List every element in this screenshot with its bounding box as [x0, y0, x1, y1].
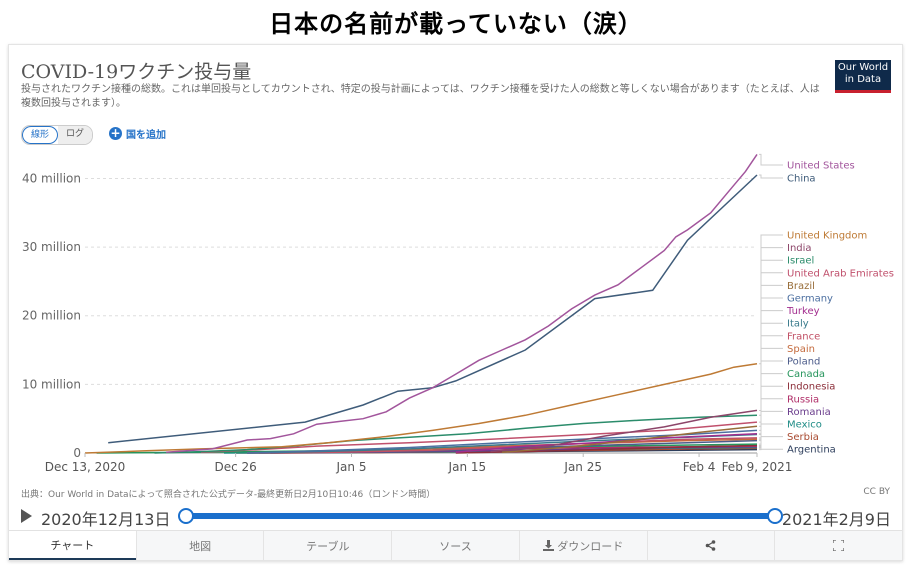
legend-label: United Arab Emirates	[787, 268, 894, 279]
download-icon	[543, 540, 555, 551]
legend-label: United States	[787, 161, 855, 172]
plus-circle-icon: +	[109, 126, 122, 140]
x-tick-label: Jan 15	[448, 460, 487, 474]
y-tick-label: 0	[73, 446, 81, 460]
add-country-label: 国を追加	[126, 130, 166, 141]
legend-label: Indonesia	[787, 382, 835, 393]
legend-label: Russia	[787, 394, 819, 405]
x-tick-label: Dec 26	[214, 460, 256, 474]
logo-line1: Our World	[837, 62, 889, 73]
log-scale-button[interactable]: ログ	[58, 126, 93, 144]
tab-table[interactable]: テーブル	[263, 531, 392, 560]
legend-connector	[759, 259, 783, 416]
timeline-track[interactable]	[184, 513, 773, 519]
legend-label: Serbia	[787, 432, 819, 443]
x-tick-label: Dec 13, 2020	[45, 460, 125, 474]
legend-label: Brazil	[787, 281, 815, 292]
legend-label: Israel	[787, 256, 814, 267]
legend-label: Mexico	[787, 420, 822, 431]
timeline-start-handle[interactable]	[178, 508, 194, 524]
tab-label: ソース	[439, 539, 472, 553]
chart-card: COVID-19ワクチン投与量 投与されたワクチン接種の総数。これは単回投与とし…	[8, 44, 903, 561]
owid-logo[interactable]: Our World in Data	[835, 60, 891, 93]
series-line-israel	[154, 414, 758, 454]
tab-sources[interactable]: ソース	[391, 531, 519, 560]
legend-connector	[759, 284, 783, 427]
scale-toggle: 線形 ログ	[21, 125, 94, 145]
tab-bar: チャート 地図 テーブル ソース ダウンロード	[9, 530, 903, 560]
tab-share[interactable]	[646, 531, 775, 560]
chart-subtitle: 投与されたワクチン接種の総数。これは単回投与としてカウントされ、特定の投与計画に…	[21, 84, 820, 109]
legend-label: Turkey	[786, 306, 820, 317]
legend-label: United Kingdom	[787, 231, 867, 242]
legend-connector	[759, 347, 783, 440]
series-line-united-arab-emirates	[200, 421, 758, 454]
legend-connector	[759, 398, 783, 447]
tab-label: 地図	[189, 539, 212, 553]
tab-chart[interactable]: チャート	[9, 531, 136, 560]
legend-label: India	[787, 243, 812, 254]
series-line-china	[108, 174, 758, 444]
chart-title: COVID-19ワクチン投与量	[21, 61, 252, 83]
series-line-brazil	[502, 425, 758, 454]
share-icon	[706, 540, 716, 551]
tab-fullscreen[interactable]	[774, 531, 903, 560]
play-icon[interactable]	[21, 509, 32, 523]
tab-map[interactable]: 地図	[135, 531, 264, 560]
line-chart: 0 10 million 20 million 30 million 40 millio…	[22, 153, 894, 474]
legend-connector	[759, 410, 783, 448]
add-country-button[interactable]: + 国を追加	[109, 126, 166, 141]
legend-connector	[759, 297, 783, 431]
y-tick-label: 20 million	[22, 309, 81, 323]
legend-connector	[759, 272, 783, 423]
timeline-end-handle[interactable]	[767, 508, 783, 524]
x-tick-label: Jan 25	[563, 460, 602, 474]
x-tick-label: Jan 5	[336, 460, 367, 474]
legend-connector	[759, 322, 783, 435]
legend-label: France	[787, 331, 820, 342]
linear-scale-button[interactable]: 線形	[22, 126, 59, 144]
tab-label: チャート	[50, 538, 95, 552]
headline: 日本の名前が載っていない（涙）	[269, 10, 643, 38]
legend-label: Romania	[787, 407, 831, 418]
legend-label: Spain	[787, 344, 815, 355]
y-tick-label: 30 million	[22, 240, 81, 254]
legend-connector	[759, 234, 783, 365]
logo-line2: in Data	[844, 74, 882, 85]
legend-label: Canada	[787, 369, 825, 380]
x-tick-label: Feb 4	[683, 460, 716, 474]
legend-connector	[759, 360, 783, 442]
legend-connector	[759, 335, 783, 439]
legend-label: Italy	[787, 319, 809, 330]
x-tick-label: Feb 9, 2021	[722, 460, 793, 474]
legend-connector	[759, 436, 783, 449]
legend-label: Argentina	[787, 445, 836, 456]
legend-label: Poland	[787, 357, 820, 368]
y-tick-label: 40 million	[22, 171, 81, 185]
series-line-india	[490, 409, 758, 453]
timeline-start-date: 2020年12月13日	[41, 510, 171, 529]
legend-connector	[759, 310, 783, 435]
timeline-end-date: 2021年2月9日	[781, 510, 891, 529]
timeline: 2020年12月13日 2021年2月9日	[21, 505, 891, 529]
legend-connector	[759, 423, 783, 449]
series-line-united-states	[166, 153, 758, 454]
source-note: 出典：Our World in Dataによって照合された公式データ-最終更新日…	[21, 490, 436, 500]
tab-download[interactable]: ダウンロード	[518, 531, 647, 560]
legend-connector	[759, 373, 783, 445]
tab-label: ダウンロード	[557, 539, 624, 553]
legend-connector	[759, 153, 783, 166]
tab-label: テーブル	[306, 539, 350, 553]
fullscreen-icon	[833, 540, 845, 551]
series-line-united-kingdom	[84, 363, 758, 454]
series-line-turkey	[455, 433, 758, 454]
legend-label: China	[787, 174, 816, 185]
license-link[interactable]: CC BY	[863, 487, 890, 497]
legend-label: Germany	[787, 294, 833, 305]
legend-connector	[759, 174, 783, 179]
y-tick-label: 10 million	[22, 377, 81, 391]
